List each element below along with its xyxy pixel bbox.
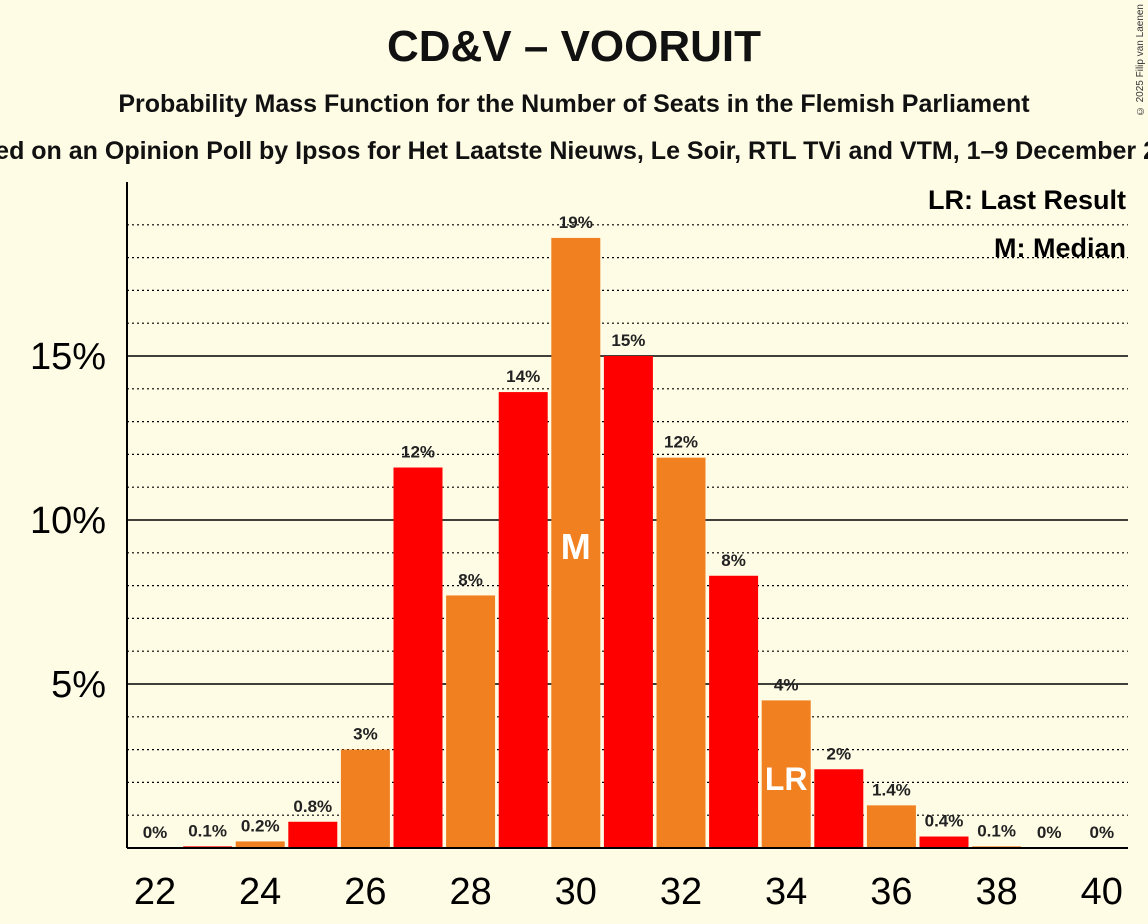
median-marker: M	[561, 526, 591, 567]
legend-last-result: LR: Last Result	[928, 185, 1126, 215]
data-label: 8%	[458, 570, 483, 589]
data-label: 15%	[611, 331, 645, 350]
data-label: 0%	[1037, 823, 1062, 842]
bar-seat-30	[551, 237, 601, 849]
data-label: 0%	[1090, 823, 1115, 842]
data-label: 3%	[353, 725, 378, 744]
x-tick-label: 32	[660, 871, 702, 913]
data-label: 4%	[774, 675, 799, 694]
bar-seat-26	[340, 749, 390, 848]
bar-seat-31	[603, 356, 653, 848]
y-tick-label: 5%	[51, 664, 106, 706]
data-label: 0%	[143, 823, 168, 842]
bar-seat-37	[919, 836, 969, 848]
chart-source-text: Based on an Opinion Poll by Ipsos for He…	[0, 137, 1148, 165]
bar-seat-35	[814, 769, 864, 848]
x-tick-label: 26	[344, 871, 386, 913]
x-tick-label: 38	[975, 871, 1017, 913]
bar-seat-36	[866, 805, 916, 848]
bar-seat-27	[393, 467, 443, 848]
data-label: 1.4%	[872, 780, 911, 799]
x-tick-label: 22	[134, 871, 176, 913]
data-label: 0.2%	[241, 816, 280, 835]
x-tick-label: 40	[1081, 871, 1123, 913]
bar-seat-24	[235, 841, 285, 848]
data-label: 14%	[506, 367, 540, 386]
bar-seat-34	[761, 700, 811, 848]
x-tick-label: 36	[870, 871, 912, 913]
x-tick-label: 30	[555, 871, 597, 913]
data-label: 0.1%	[188, 821, 227, 840]
data-label: 19%	[559, 213, 593, 232]
last-result-marker: LR	[765, 761, 808, 797]
x-tick-label: 28	[449, 871, 491, 913]
bar-seat-25	[288, 821, 338, 848]
bar-seat-28	[446, 595, 496, 848]
legend-median: M: Median	[994, 233, 1126, 263]
data-label: 2%	[827, 744, 852, 763]
chart-title: CD&V – VOORUIT	[386, 22, 762, 71]
bar-seat-33	[709, 575, 759, 848]
x-tick-label: 24	[239, 871, 281, 913]
bar-seat-29	[498, 392, 548, 848]
data-label: 0.1%	[977, 821, 1016, 840]
y-tick-label: 10%	[30, 500, 106, 542]
data-label: 0.8%	[293, 797, 332, 816]
data-label: 12%	[664, 433, 698, 452]
bar-seat-32	[656, 457, 706, 848]
data-label: 0.4%	[925, 812, 964, 831]
data-label: 8%	[721, 551, 746, 570]
chart-subtitle: Probability Mass Function for the Number…	[118, 90, 1030, 118]
chart-source: Based on an Opinion Poll by Ipsos for He…	[0, 137, 1148, 166]
x-tick-label: 34	[765, 871, 807, 913]
data-label: 12%	[401, 443, 435, 462]
y-tick-label: 15%	[30, 336, 106, 378]
